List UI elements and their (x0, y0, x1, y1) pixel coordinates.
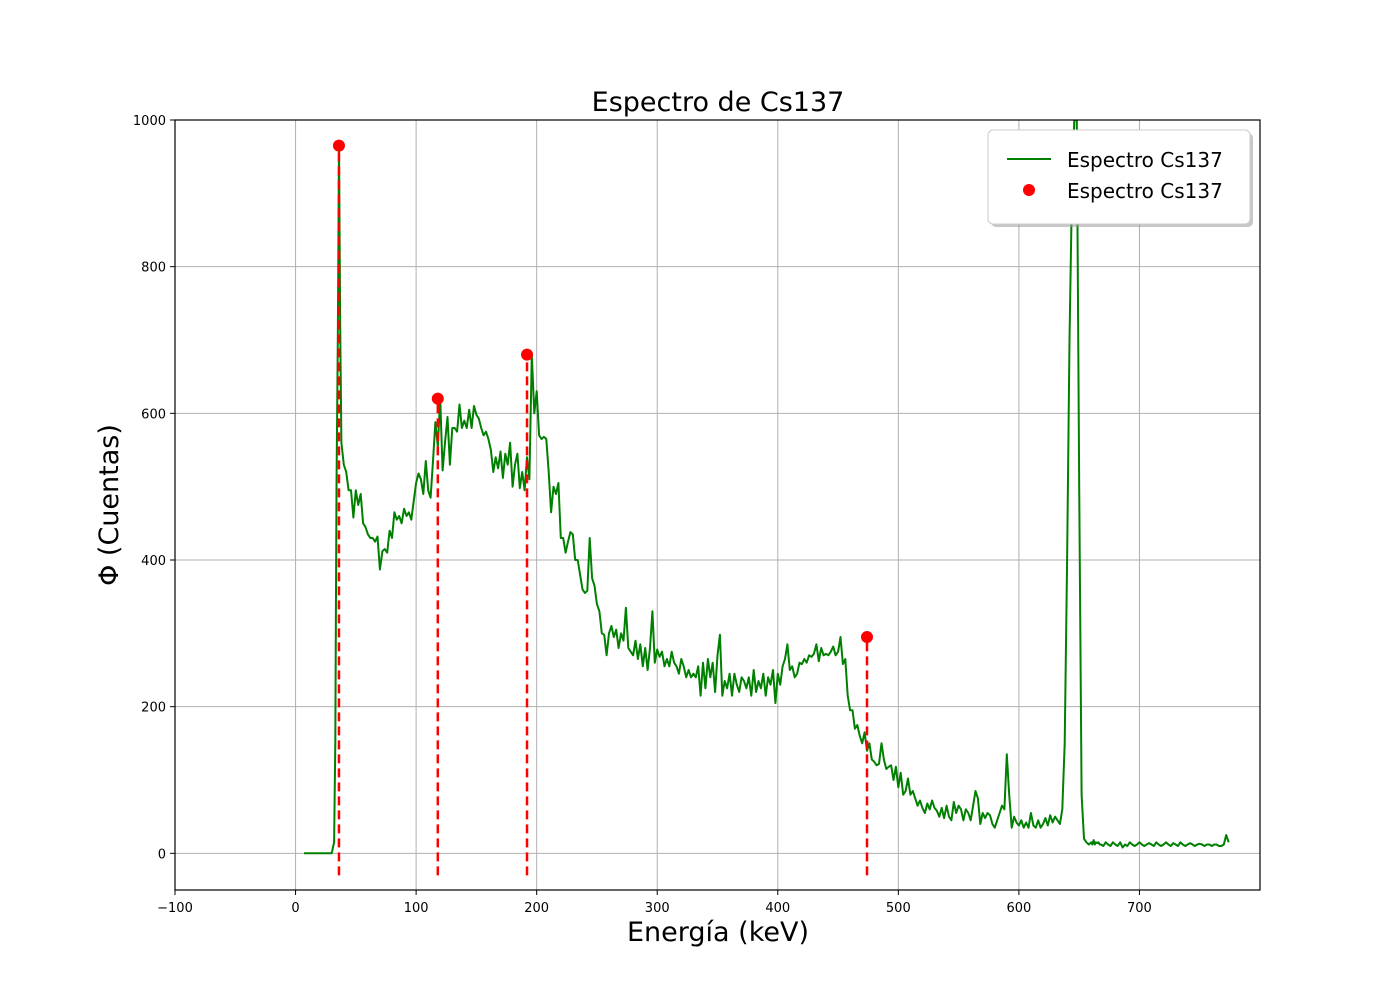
peak-marker (521, 348, 534, 361)
plot-area (304, 120, 1230, 876)
x-tick-label: 300 (645, 901, 670, 916)
peak-marker (860, 631, 873, 643)
y-tick-label: 200 (141, 701, 166, 716)
y-tick-label: 400 (141, 554, 166, 569)
x-tick-label: 700 (1127, 901, 1152, 916)
x-tick-label: 200 (524, 901, 549, 916)
x-tick-label: 600 (1006, 901, 1031, 916)
ticks: −100 0 100 200 300 400 500 600 700 0 200 400 600 800 1… (133, 114, 1152, 916)
x-tick-label: 500 (886, 901, 911, 916)
legend-label-line: Espectro Cs137 (1067, 148, 1223, 172)
spectrum-line (304, 120, 1230, 855)
legend-marker-swatch (1023, 184, 1035, 196)
x-tick-label: 400 (765, 901, 790, 916)
y-tick-label: 600 (141, 407, 166, 422)
y-tick-label: 800 (141, 261, 166, 276)
x-tick-label: 0 (291, 901, 299, 916)
y-axis-label: Φ (Cuentas) (94, 424, 125, 586)
legend-label-markers: Espectro Cs137 (1067, 179, 1223, 203)
y-tick-label: 0 (158, 847, 166, 862)
peak-marker (332, 139, 345, 152)
y-tick-label: 1000 (133, 114, 166, 129)
x-axis-label: Energía (keV) (627, 917, 809, 948)
x-tick-label: 100 (404, 901, 429, 916)
chart-title: Espectro de Cs137 (592, 87, 845, 118)
x-tick-label: −100 (157, 901, 193, 916)
axes-frame (174, 119, 1261, 891)
legend-box (987, 129, 1251, 225)
legend: Espectro Cs137 Espectro Cs137 (987, 129, 1253, 227)
peak-marker (431, 392, 444, 405)
